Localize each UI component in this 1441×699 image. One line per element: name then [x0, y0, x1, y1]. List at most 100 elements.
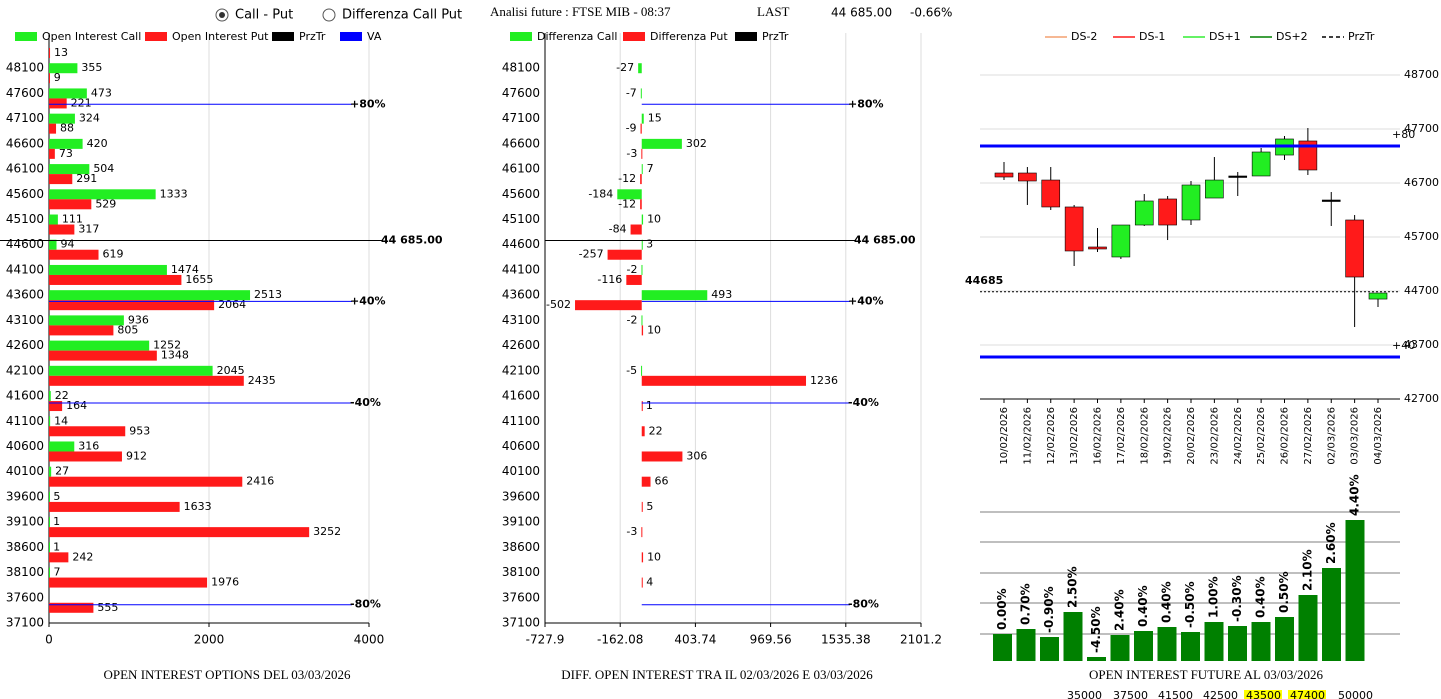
- bar: [641, 365, 643, 376]
- x-tick-label: 969.56: [750, 633, 792, 647]
- value-label: 555: [97, 601, 118, 614]
- legend-label: Differenza Put: [650, 30, 728, 43]
- value-label: 66: [655, 475, 669, 488]
- bar: [49, 577, 208, 588]
- y-tick-label: 42100: [502, 363, 540, 377]
- value-label: 88: [60, 122, 74, 135]
- x-tick-label: 26/02/2026: [1280, 407, 1291, 465]
- y-tick-label: 38100: [6, 565, 44, 579]
- bar: [49, 365, 213, 376]
- value-label: 164: [66, 399, 87, 412]
- reference-label: +40: [1392, 339, 1415, 352]
- bar-annotation: 0.50%: [1277, 571, 1291, 613]
- y-tick-label: 46100: [6, 162, 44, 176]
- bar: [49, 63, 78, 74]
- reference-label: +80%: [350, 97, 386, 110]
- bar: [49, 164, 90, 175]
- bar: [1228, 626, 1247, 661]
- radio-label[interactable]: Call - Put: [235, 8, 293, 23]
- bar: [1134, 631, 1153, 661]
- bar: [49, 416, 51, 427]
- y-tick-label: 47600: [6, 86, 44, 100]
- value-label: 10: [647, 323, 661, 336]
- bar: [49, 239, 57, 250]
- x-tick-label: 20/02/2026: [1186, 407, 1197, 465]
- y-tick-label: 46600: [6, 136, 44, 150]
- y-tick-label: 37600: [502, 590, 540, 604]
- bar: [641, 552, 644, 563]
- value-label: 1633: [184, 500, 212, 513]
- bar-annotation: 4.40%: [1348, 474, 1362, 516]
- y-tick-label: 48700: [1404, 68, 1439, 81]
- bar: [49, 199, 92, 210]
- value-label: 14: [54, 414, 68, 427]
- value-label: -12: [618, 172, 636, 185]
- y-tick-label: 42700: [1404, 392, 1439, 405]
- x-tick-label: -727.9: [526, 633, 565, 647]
- x-tick-label: 0: [45, 633, 53, 647]
- radio-button[interactable]: [322, 8, 336, 22]
- x-tick-label: 2000: [194, 633, 225, 647]
- header: Call - Put Differenza Call Put Analisi f…: [215, 4, 952, 23]
- bar: [1251, 622, 1271, 661]
- bar: [641, 264, 643, 275]
- bar: [49, 501, 180, 512]
- highlight: [1244, 690, 1282, 699]
- value-label: -184: [588, 187, 613, 200]
- y-tick-label: 42600: [6, 338, 44, 352]
- y-tick-label: 38600: [6, 540, 44, 554]
- value-label: 420: [87, 137, 108, 150]
- candle-body: [1088, 246, 1107, 250]
- bar: [641, 315, 643, 326]
- y-tick-label: 45600: [6, 187, 44, 201]
- y-tick-label: 41600: [502, 389, 540, 403]
- reference-label: -40%: [848, 396, 879, 409]
- bar-annotation: 0.40%: [1254, 576, 1268, 618]
- value-label: 1976: [211, 576, 239, 589]
- header-title: Analisi future : FTSE MIB - 08:37: [490, 4, 671, 19]
- value-label: -7: [626, 86, 637, 99]
- x-tick-label: 403.74: [674, 633, 716, 647]
- bar: [641, 239, 643, 250]
- bar-annotation: -4.50%: [1089, 606, 1103, 653]
- candle-body: [1368, 292, 1388, 300]
- legend-swatch: [340, 32, 362, 41]
- x-tick-label: 11/02/2026: [1022, 407, 1033, 465]
- y-tick-label: 47100: [6, 111, 44, 125]
- y-tick-label: 41100: [502, 414, 540, 428]
- legend-label: Open Interest Call: [42, 30, 141, 43]
- value-label: 2513: [254, 288, 282, 301]
- bar: [49, 123, 57, 134]
- bar: [641, 476, 651, 487]
- value-label: 1252: [153, 339, 181, 352]
- value-label: 953: [129, 424, 150, 437]
- y-tick-label: 48100: [502, 61, 540, 75]
- legend-label: DS+1: [1209, 30, 1241, 43]
- value-label: 5: [646, 500, 653, 513]
- strip-value: 50000: [1338, 689, 1373, 699]
- value-label: 1: [53, 515, 60, 528]
- candle-body: [1321, 199, 1341, 202]
- y-tick-label: 44100: [502, 262, 540, 276]
- x-tick-label: 17/02/2026: [1116, 407, 1127, 465]
- radio-label[interactable]: Differenza Call Put: [342, 8, 462, 23]
- x-tick-label: 10/02/2026: [999, 407, 1010, 465]
- legend-swatch: [735, 32, 757, 41]
- y-tick-label: 39100: [6, 515, 44, 529]
- bar: [49, 88, 87, 99]
- bar: [49, 527, 310, 538]
- value-label: 22: [55, 389, 69, 402]
- bar: [1063, 612, 1083, 661]
- reference-label: -40%: [350, 396, 381, 409]
- y-tick-label: 39100: [502, 515, 540, 529]
- bar: [575, 300, 642, 311]
- value-label: 7: [54, 566, 61, 579]
- value-label: 355: [81, 61, 102, 74]
- value-label: -257: [579, 248, 604, 261]
- y-tick-label: 40100: [502, 464, 540, 478]
- bar: [641, 401, 643, 412]
- highlight: [1288, 690, 1326, 699]
- bar: [49, 391, 51, 402]
- y-tick-label: 42600: [502, 338, 540, 352]
- candle-body: [1111, 224, 1131, 258]
